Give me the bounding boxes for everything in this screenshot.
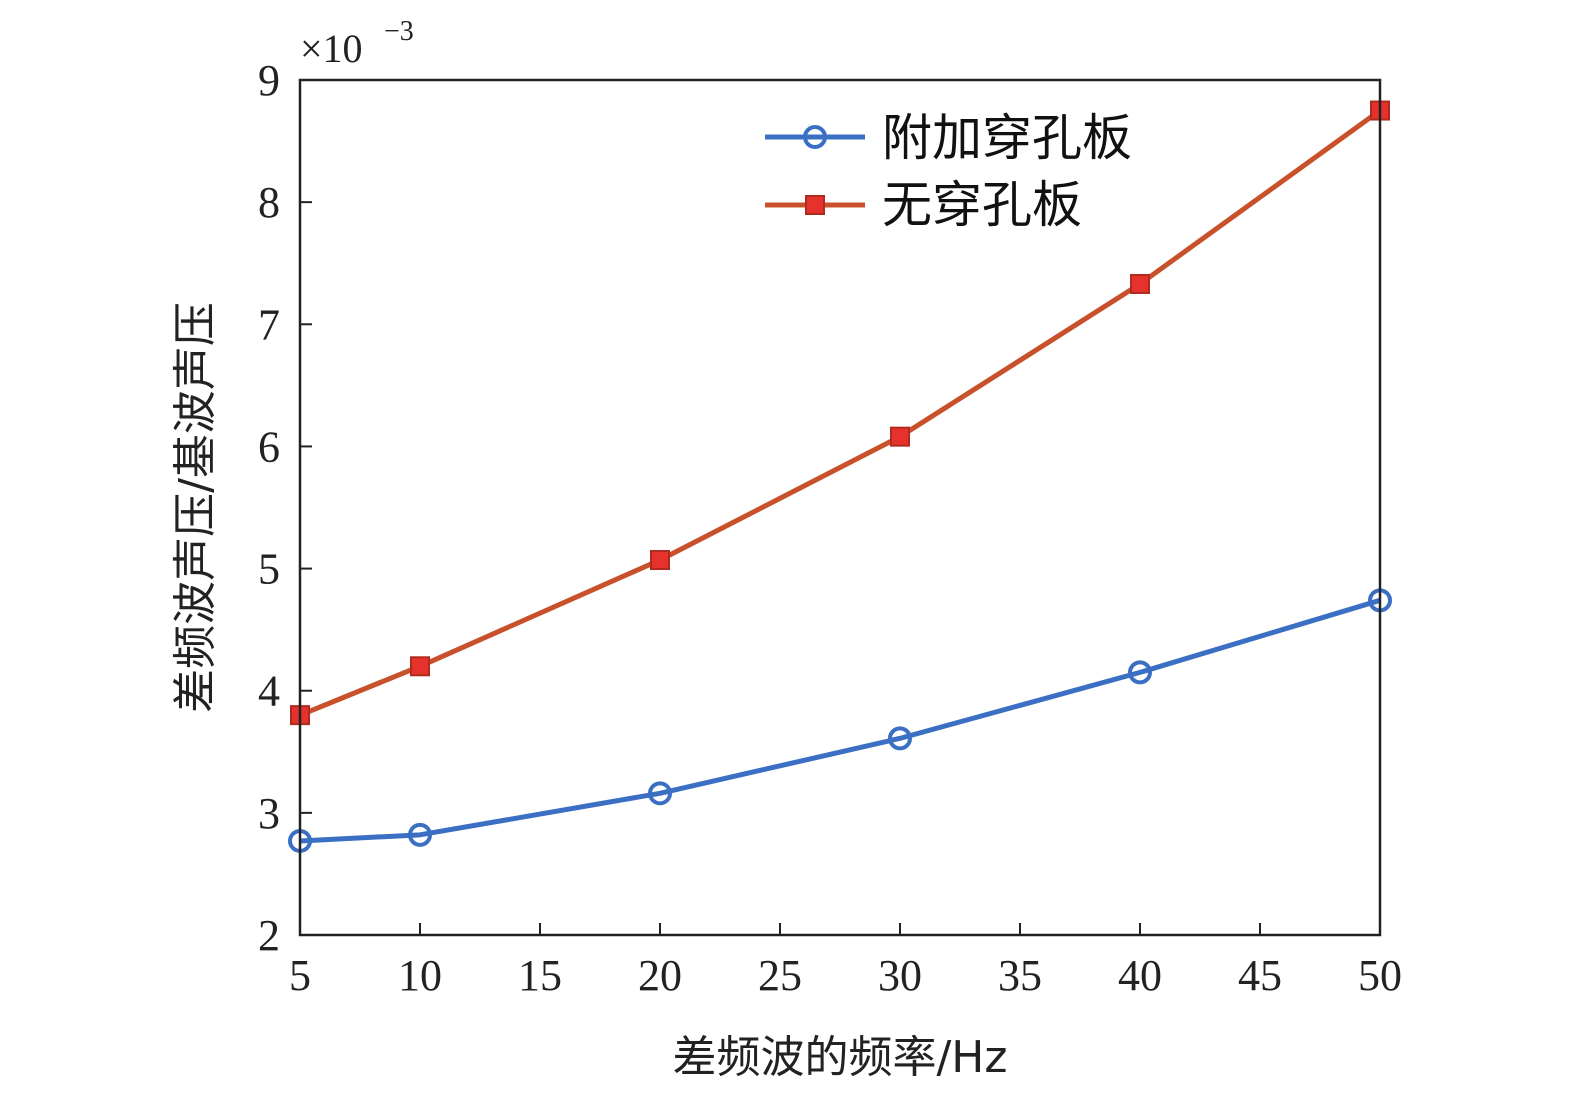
y-axis-title: 差频波声压/基波声压 [170,302,221,713]
y-tick-label-6: 8 [258,178,280,227]
x-tick-label-1: 10 [398,951,442,1000]
series-0-point-3 [888,726,912,751]
y-multiplier: ×10 [300,26,363,71]
series-0-point-1 [408,822,432,847]
series-1-point-3 [890,426,910,447]
series-1-point-2 [650,550,670,571]
legend-item-1: 无穿孔板 [765,176,1082,234]
series-1-point-1 [410,656,430,677]
series-line-0 [299,597,1381,844]
y-tick-label-3: 5 [258,545,280,594]
series-markers [288,100,1392,853]
legend: 附加穿孔板 无穿孔板 [765,109,1132,234]
y-tick-label-0: 2 [258,911,280,960]
series-0-point-2 [648,781,672,806]
x-tick-label-6: 35 [998,951,1042,1000]
x-tick-label-7: 40 [1118,951,1162,1000]
series-0-point-4 [1128,660,1152,685]
x-tick-label-9: 50 [1358,951,1402,1000]
x-tick-label-0: 5 [289,951,311,1000]
legend-swatch-marker [805,195,825,215]
legend-label: 附加穿孔板 [882,109,1132,167]
plot-frame [298,78,1382,937]
series-1-point-4 [1130,273,1150,294]
x-tick-label-5: 30 [878,951,922,1000]
x-tick-label-4: 25 [758,951,802,1000]
series-lines [299,108,1382,844]
y-tick-label-7: 9 [258,56,280,105]
x-tick-label-8: 45 [1238,951,1282,1000]
y-tick-label-4: 6 [258,422,280,471]
y-tick-label-2: 4 [258,667,280,716]
legend-label: 无穿孔板 [882,176,1082,234]
y-tick-label-5: 7 [258,300,280,349]
series-line-1 [299,108,1382,718]
y-multiplier-exponent: −3 [384,16,414,47]
legend-item-0: 附加穿孔板 [765,109,1132,167]
legend-swatch-marker [803,125,827,149]
x-axis-title: 差频波的频率/Hz [672,1032,1007,1083]
x-tick-label-3: 20 [638,951,682,1000]
y-tick-label-1: 3 [258,789,280,838]
x-tick-label-2: 15 [518,951,562,1000]
